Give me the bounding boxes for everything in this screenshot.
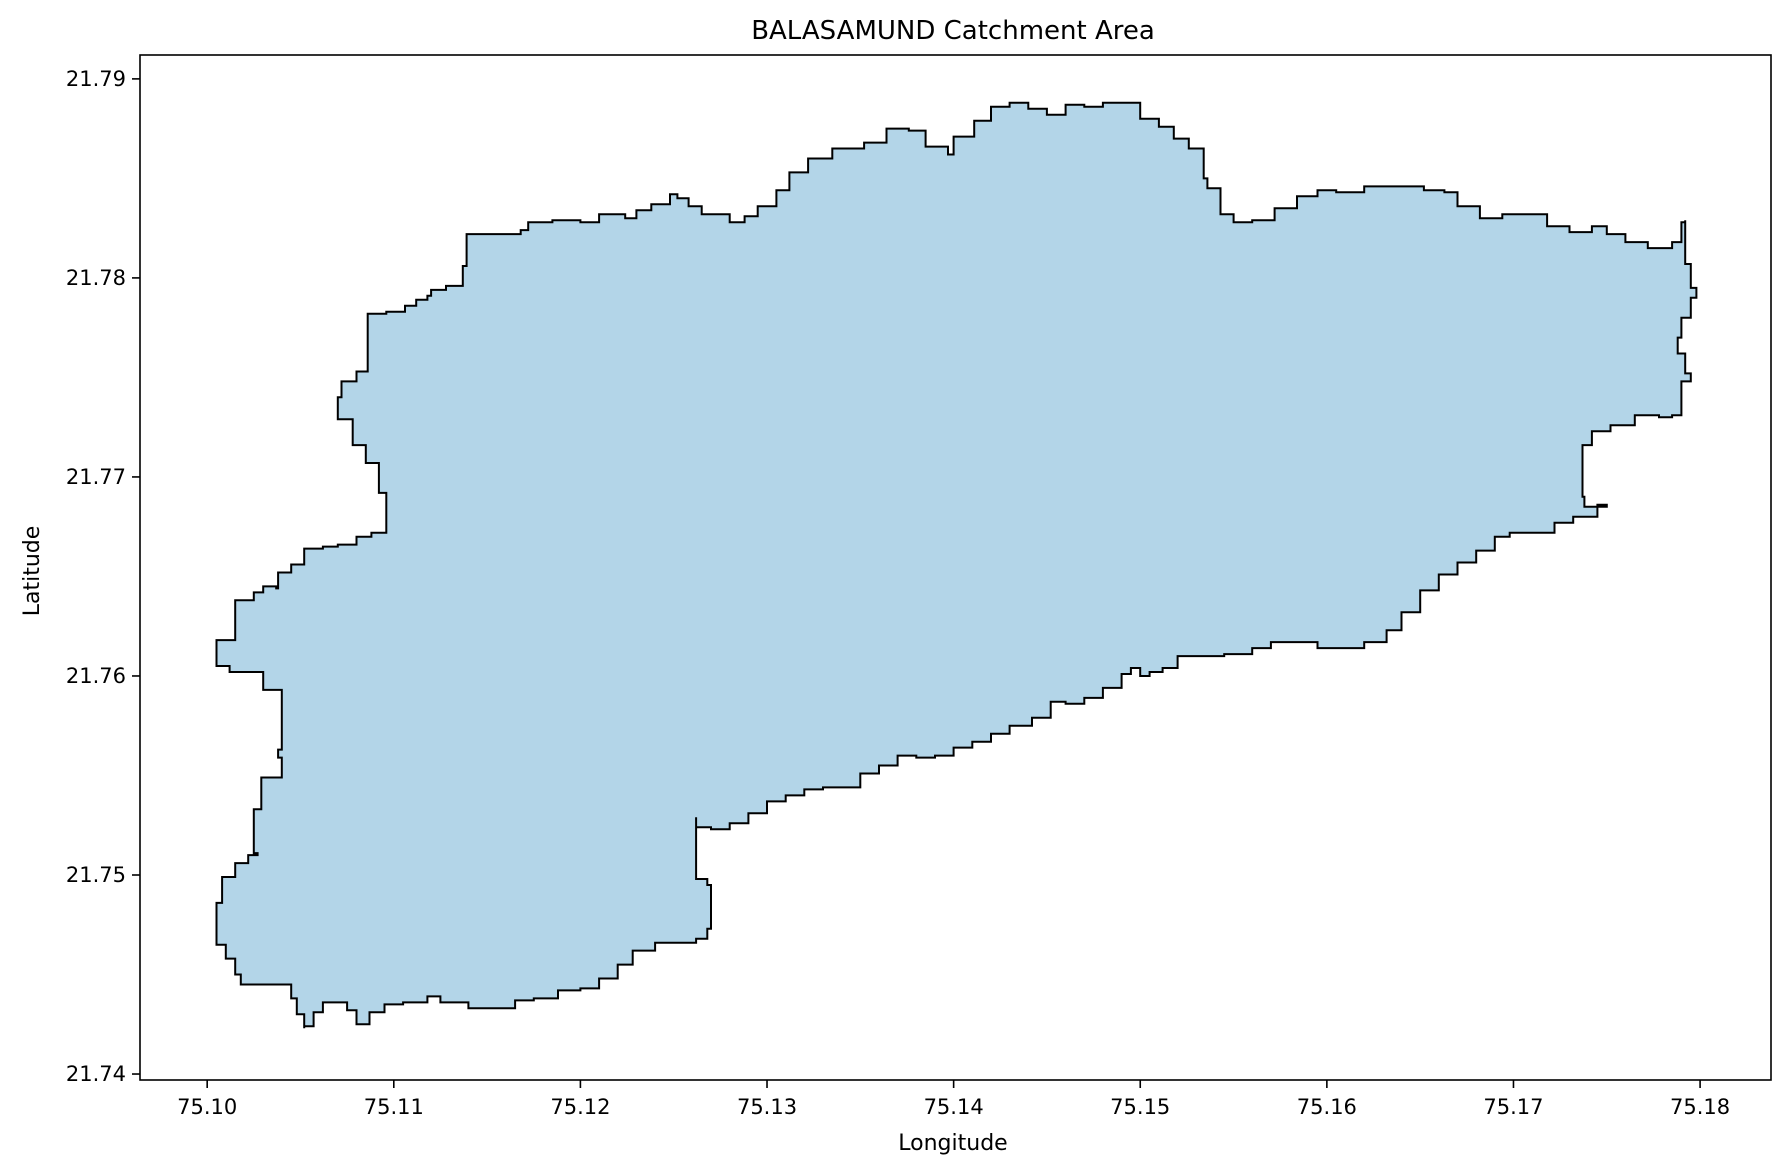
- catchment-polygon: [215, 101, 1698, 1029]
- x-axis-ticks: 75.10 75.11 75.12 75.13 75.14 75.15 75.16 75.17…: [177, 1080, 1730, 1119]
- y-axis-label: Latitude: [20, 526, 45, 617]
- x-tick-label: 75.10: [177, 1095, 237, 1119]
- y-tick-label: 21.77: [66, 465, 126, 489]
- y-axis-ticks: 21.74 21.75 21.76 21.77 21.78 21.79: [66, 67, 140, 1086]
- x-tick-label: 75.13: [737, 1095, 797, 1119]
- x-tick-label: 75.17: [1483, 1095, 1543, 1119]
- x-tick-label: 75.11: [364, 1095, 424, 1119]
- chart-title: BALASAMUND Catchment Area: [751, 16, 1155, 46]
- y-tick-label: 21.78: [66, 266, 126, 290]
- x-axis-label: Longitude: [898, 1131, 1007, 1156]
- x-tick-label: 75.16: [1297, 1095, 1357, 1119]
- x-tick-label: 75.15: [1110, 1095, 1170, 1119]
- x-tick-label: 75.14: [924, 1095, 984, 1119]
- plot-area: [139, 54, 1772, 1081]
- y-tick-label: 21.75: [66, 863, 126, 887]
- y-tick-label: 21.76: [66, 664, 126, 688]
- x-tick-label: 75.12: [550, 1095, 610, 1119]
- axes-frame: [139, 54, 1772, 1081]
- y-tick-label: 21.79: [66, 67, 126, 91]
- y-tick-label: 21.74: [66, 1062, 126, 1086]
- x-tick-label: 75.18: [1670, 1095, 1730, 1119]
